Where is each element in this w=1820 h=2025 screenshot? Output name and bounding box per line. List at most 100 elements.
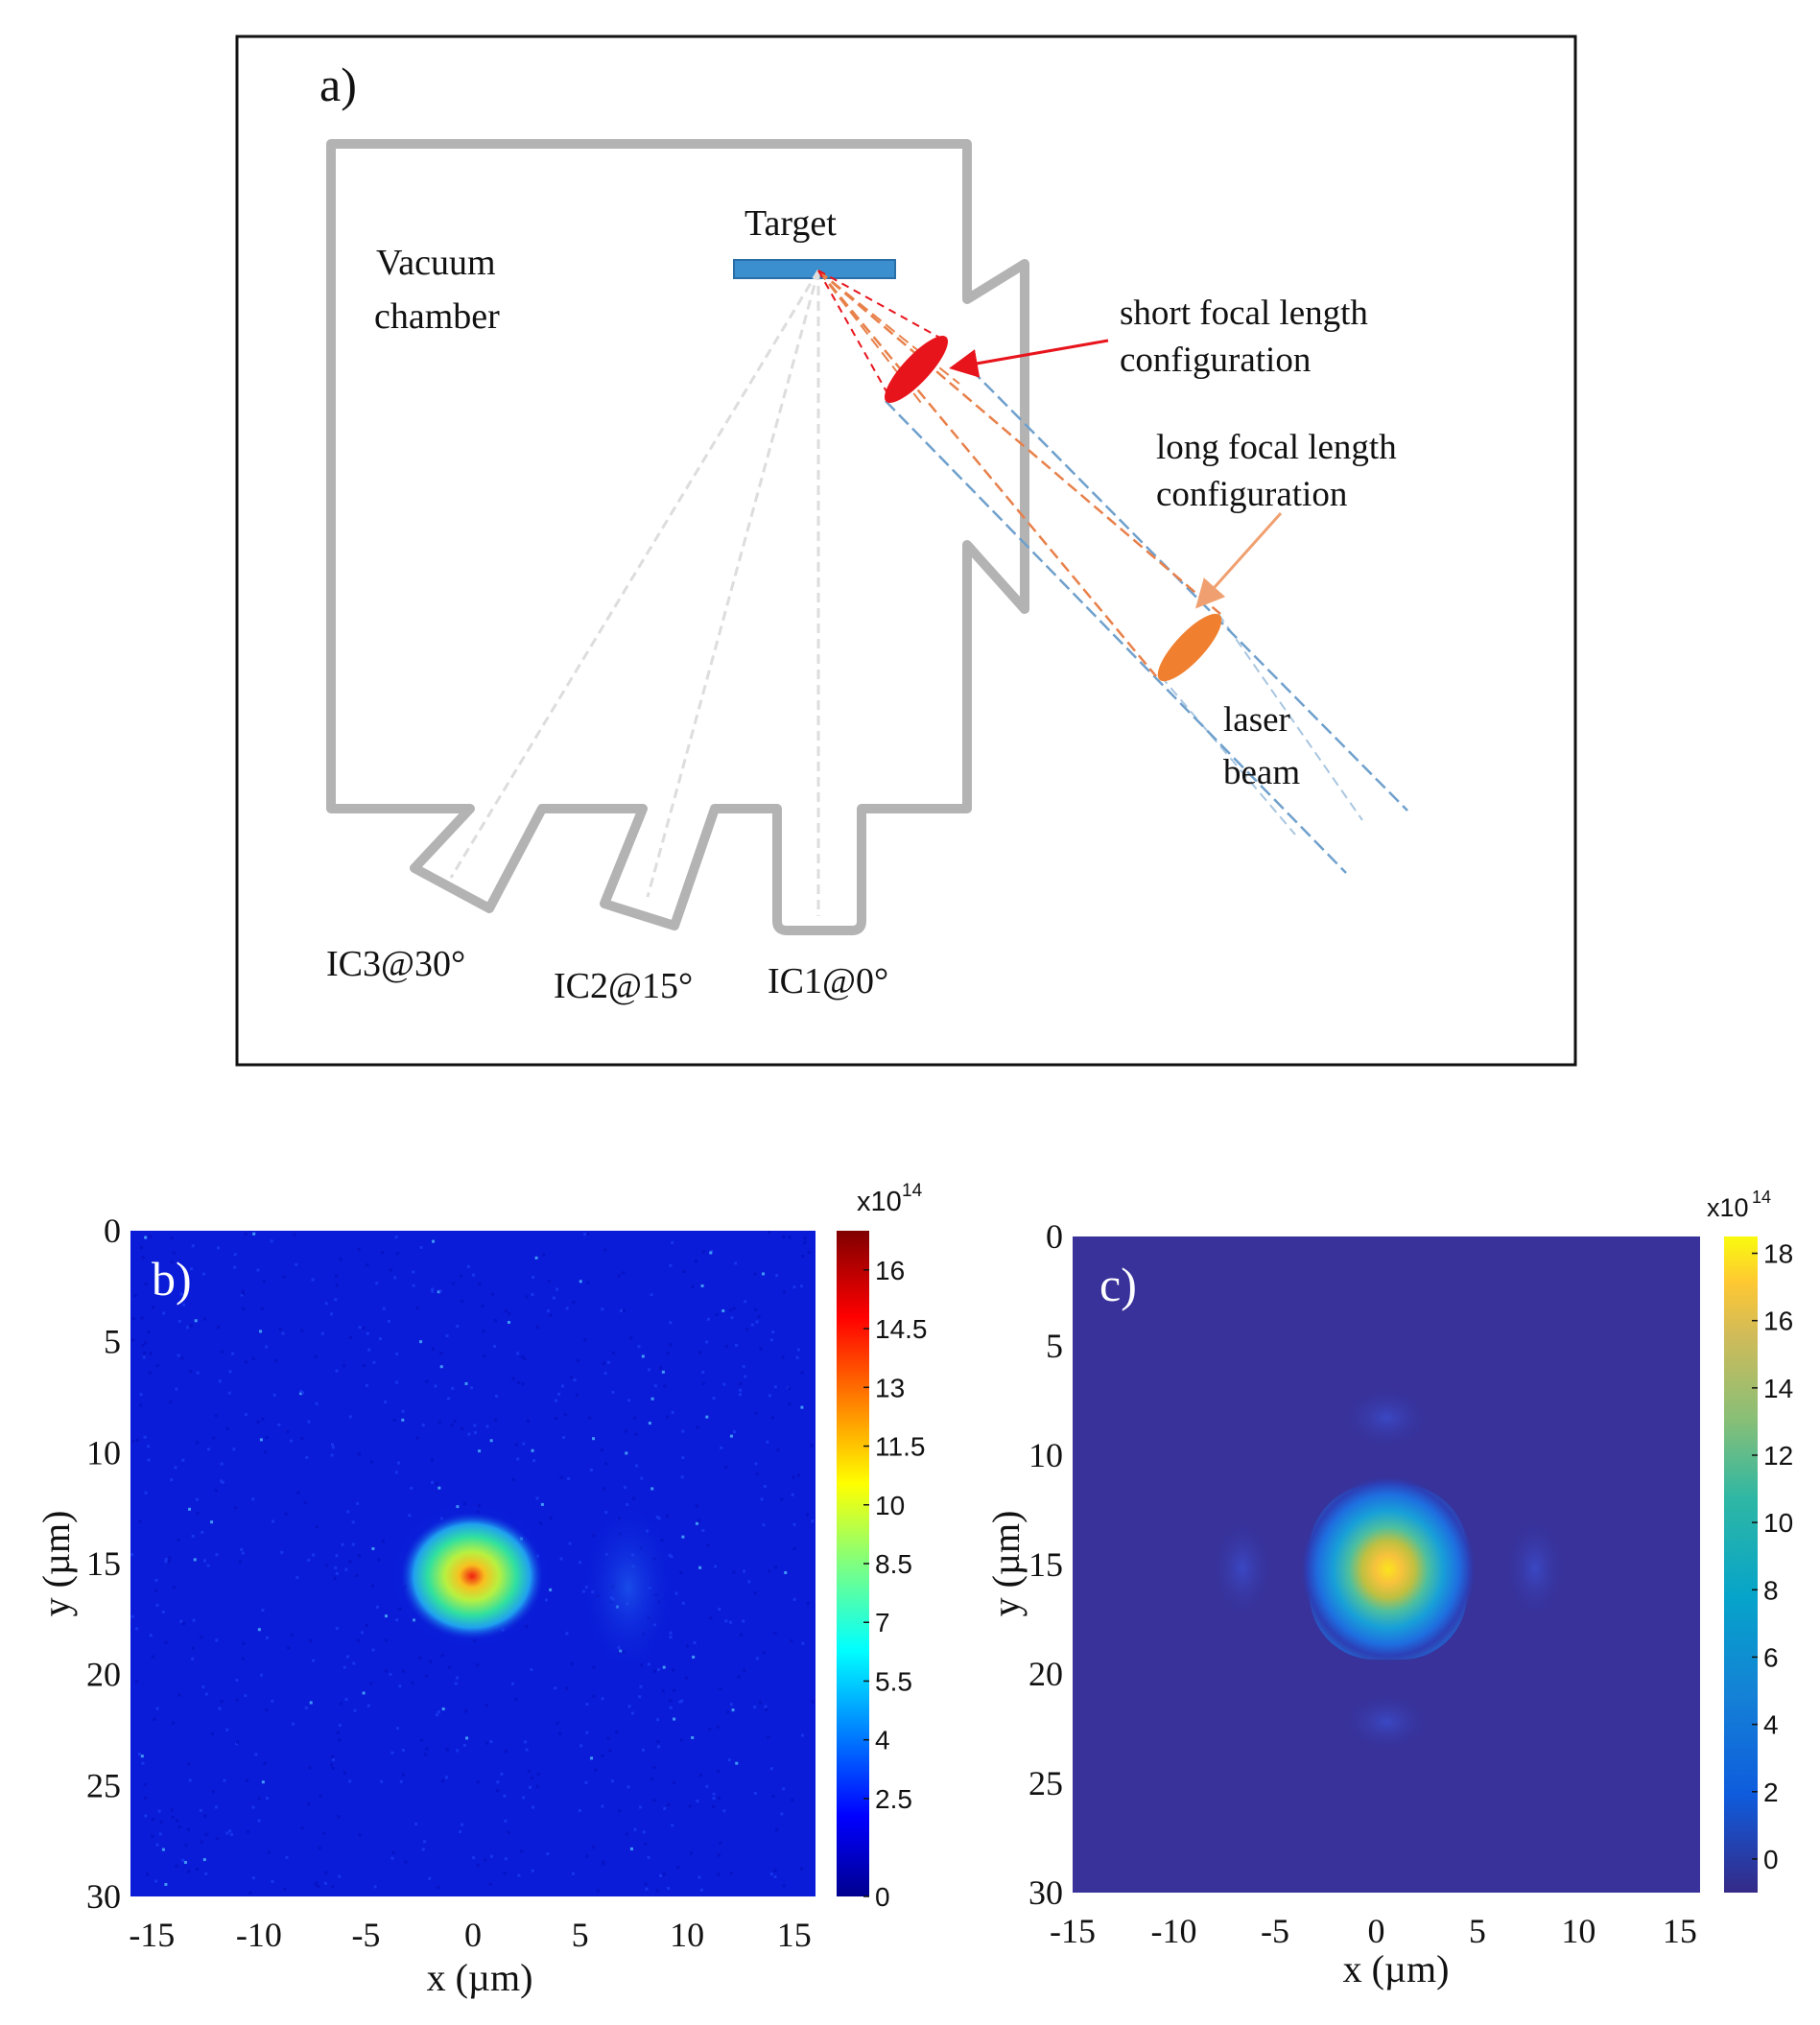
noise-pixel — [414, 1822, 418, 1825]
noise-pixel — [389, 1268, 392, 1272]
noise-pixel — [303, 1500, 307, 1504]
noise-pixel — [653, 1669, 657, 1673]
noise-pixel — [531, 1292, 534, 1296]
noise-pixel — [514, 1698, 518, 1702]
panel-c-lobe-bottom — [1340, 1691, 1432, 1753]
noise-pixel — [792, 1547, 796, 1551]
noise-pixel — [152, 1306, 155, 1309]
panel-b-ytick: 30 — [86, 1877, 121, 1916]
noise-pixel — [811, 1700, 815, 1704]
noise-pixel — [193, 1558, 197, 1562]
noise-pixel — [753, 1591, 757, 1595]
panel-c-ytick: 25 — [1028, 1764, 1063, 1802]
beam-inner-upper — [1217, 613, 1363, 821]
noise-pixel — [655, 1889, 659, 1893]
noise-pixel — [343, 1771, 346, 1775]
noise-pixel — [717, 1853, 721, 1857]
noise-pixel — [516, 1352, 520, 1355]
noise-pixel — [701, 1529, 705, 1533]
noise-pixel — [678, 1700, 682, 1704]
noise-pixel — [517, 1873, 521, 1877]
noise-pixel — [773, 1875, 777, 1879]
noise-pixel — [800, 1371, 804, 1375]
noise-pixel — [770, 1416, 774, 1420]
noise-pixel — [769, 1767, 773, 1771]
noise-pixel — [235, 1679, 239, 1683]
noise-pixel — [534, 1256, 538, 1260]
noise-pixel — [701, 1370, 705, 1374]
noise-pixel — [401, 1773, 405, 1777]
noise-pixel — [335, 1554, 339, 1558]
noise-pixel — [273, 1359, 277, 1363]
noise-pixel — [415, 1307, 419, 1310]
noise-pixel — [283, 1887, 287, 1891]
noise-pixel — [214, 1805, 218, 1809]
noise-pixel — [345, 1655, 349, 1659]
noise-pixel — [695, 1521, 698, 1525]
noise-pixel — [790, 1639, 793, 1643]
noise-pixel — [331, 1766, 335, 1770]
noise-pixel — [516, 1457, 520, 1461]
noise-pixel — [465, 1736, 469, 1740]
noise-pixel — [312, 1659, 316, 1662]
noise-pixel — [766, 1440, 769, 1444]
noise-pixel — [432, 1239, 436, 1243]
noise-pixel — [286, 1430, 290, 1434]
noise-pixel — [252, 1232, 256, 1236]
noise-pixel — [242, 1641, 246, 1645]
noise-pixel — [170, 1260, 174, 1264]
noise-pixel — [272, 1393, 276, 1397]
noise-pixel — [315, 1401, 319, 1405]
panel-c-xtick: 0 — [1367, 1912, 1384, 1950]
noise-pixel — [401, 1409, 405, 1413]
short-focal-label-1: short focal length — [1120, 294, 1368, 333]
noise-pixel — [601, 1697, 604, 1701]
noise-pixel — [315, 1881, 319, 1885]
noise-pixel — [591, 1846, 595, 1849]
noise-pixel — [511, 1682, 515, 1685]
noise-pixel — [256, 1420, 260, 1424]
noise-pixel — [586, 1233, 590, 1236]
noise-pixel — [130, 1553, 134, 1557]
noise-pixel — [706, 1543, 710, 1547]
noise-pixel — [373, 1885, 377, 1889]
noise-pixel — [555, 1721, 559, 1725]
panel-c-colorbar — [1724, 1236, 1758, 1893]
beam-outer-lower — [885, 400, 1347, 874]
noise-pixel — [672, 1780, 675, 1784]
noise-pixel — [637, 1345, 641, 1349]
noise-pixel — [474, 1430, 478, 1434]
noise-pixel — [200, 1840, 203, 1844]
noise-pixel — [619, 1308, 623, 1312]
noise-pixel — [260, 1307, 264, 1310]
noise-pixel — [429, 1660, 433, 1663]
noise-pixel — [143, 1435, 147, 1439]
noise-pixel — [337, 1815, 341, 1819]
noise-pixel — [227, 1391, 231, 1395]
noise-pixel — [440, 1654, 444, 1658]
noise-pixel — [669, 1631, 673, 1635]
noise-pixel — [278, 1328, 282, 1331]
noise-pixel — [330, 1312, 334, 1316]
noise-pixel — [336, 1731, 340, 1734]
noise-pixel — [437, 1710, 440, 1714]
noise-pixel — [300, 1329, 304, 1332]
noise-pixel — [314, 1882, 318, 1886]
noise-pixel — [792, 1475, 795, 1479]
noise-pixel — [735, 1344, 739, 1348]
noise-pixel — [760, 1497, 764, 1501]
noise-pixel — [144, 1796, 148, 1800]
noise-pixel — [366, 1331, 369, 1335]
noise-pixel — [503, 1872, 507, 1875]
noise-pixel — [418, 1656, 422, 1660]
noise-pixel — [671, 1240, 674, 1244]
noise-pixel — [384, 1669, 388, 1673]
noise-pixel — [357, 1452, 361, 1456]
noise-pixel — [320, 1331, 324, 1335]
noise-pixel — [722, 1382, 726, 1386]
panel-b-cb-tick: 4 — [875, 1726, 890, 1755]
noise-pixel — [393, 1276, 397, 1280]
noise-pixel — [747, 1580, 751, 1584]
noise-pixel — [223, 1778, 226, 1782]
noise-pixel — [706, 1317, 710, 1321]
